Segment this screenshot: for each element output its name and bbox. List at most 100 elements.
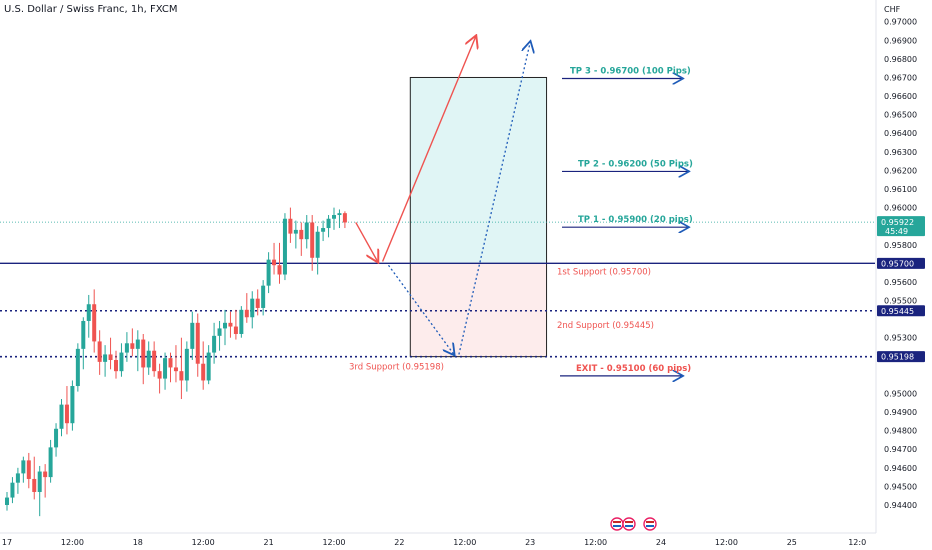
target-label: TP 3 - 0.96700 (100 Pips) bbox=[570, 66, 691, 76]
price-tick-label: 0.94900 bbox=[884, 408, 917, 417]
price-tick-label: 0.94800 bbox=[884, 427, 917, 436]
candle-body bbox=[119, 352, 124, 372]
current-price-badge bbox=[877, 216, 925, 237]
time-tick-label: 12:00 bbox=[715, 538, 738, 547]
flag-stripe bbox=[613, 525, 621, 527]
candle-body bbox=[190, 322, 195, 349]
candle-body bbox=[266, 259, 271, 286]
price-tick-label: 0.94400 bbox=[884, 501, 917, 510]
time-tick-label: 25 bbox=[787, 538, 797, 547]
level-price-badge bbox=[877, 305, 925, 317]
current-price-label: 0.95922 bbox=[881, 218, 914, 227]
candle-body bbox=[141, 339, 146, 368]
candle-body bbox=[59, 404, 64, 429]
candle-body bbox=[130, 343, 135, 349]
candle-body bbox=[321, 228, 326, 232]
candle-body bbox=[92, 304, 97, 342]
candle-body bbox=[97, 341, 102, 362]
time-tick-label: 12:00 bbox=[453, 538, 476, 547]
time-tick-label: 24 bbox=[656, 538, 666, 547]
level-price-label: 0.95445 bbox=[881, 307, 914, 316]
target-label: TP 1 - 0.95900 (20 pips) bbox=[578, 215, 693, 225]
level-price-badge bbox=[877, 257, 925, 269]
candle-body bbox=[299, 229, 304, 240]
candle-body bbox=[282, 218, 287, 275]
flag-stripe bbox=[613, 521, 621, 523]
currency-label: CHF bbox=[884, 5, 901, 14]
price-tick-label: 0.94700 bbox=[884, 445, 917, 454]
level-price-label: 0.95198 bbox=[881, 353, 914, 362]
candle-body bbox=[15, 473, 20, 483]
chart-title: U.S. Dollar / Swiss Franc, 1h, FXCM bbox=[4, 4, 178, 15]
candle-body bbox=[326, 218, 331, 229]
candle-body bbox=[157, 371, 162, 379]
candle-body bbox=[10, 482, 15, 498]
price-tick-label: 0.95600 bbox=[884, 278, 917, 287]
price-tick-label: 0.94500 bbox=[884, 482, 917, 491]
price-tick-label: 0.94600 bbox=[884, 464, 917, 473]
alt-projection-arrow-up bbox=[458, 42, 530, 355]
candle-body bbox=[146, 350, 151, 368]
candle-body bbox=[103, 354, 108, 362]
flag-stripe bbox=[625, 525, 633, 527]
support-1-text: 1st Support (0.95700) bbox=[557, 267, 651, 277]
time-tick-label: 12:00 bbox=[322, 538, 345, 547]
projection-arrow-down bbox=[355, 222, 378, 261]
support-2-text: 2nd Support (0.95445) bbox=[557, 321, 654, 331]
candle-body bbox=[261, 285, 266, 308]
candle-body bbox=[152, 350, 157, 372]
candle-body bbox=[244, 309, 249, 318]
candle-body bbox=[228, 322, 233, 327]
candle-body bbox=[124, 343, 129, 353]
candle-body bbox=[272, 259, 277, 266]
us-flag-icon bbox=[610, 517, 624, 531]
time-tick-label: 12:00 bbox=[192, 538, 215, 547]
countdown-label: 45:49 bbox=[885, 227, 908, 236]
candle-body bbox=[135, 339, 140, 349]
candle-body bbox=[212, 335, 217, 353]
price-tick-label: 0.96200 bbox=[884, 166, 917, 175]
candle-body bbox=[310, 222, 315, 258]
time-tick-label: 18 bbox=[133, 538, 143, 547]
price-tick-label: 0.96700 bbox=[884, 73, 917, 82]
price-tick-label: 0.95800 bbox=[884, 241, 917, 250]
candle-body bbox=[293, 229, 298, 234]
profit-zone bbox=[410, 77, 547, 264]
price-tick-label: 0.97000 bbox=[884, 18, 917, 27]
target-label: TP 2 - 0.96200 (50 Pips) bbox=[578, 159, 693, 169]
level-price-badge bbox=[877, 351, 925, 363]
candle-body bbox=[206, 352, 211, 381]
time-tick-label: 23 bbox=[525, 538, 535, 547]
candle-body bbox=[168, 358, 173, 368]
candle-body bbox=[64, 404, 69, 424]
candle-body bbox=[48, 447, 53, 478]
time-tick-label: 21 bbox=[264, 538, 274, 547]
us-flag-icon bbox=[643, 517, 657, 531]
support-3-text: 3rd Support (0.95198) bbox=[349, 363, 444, 373]
candle-body bbox=[37, 471, 42, 492]
flag-stripe bbox=[625, 521, 633, 523]
price-tick-label: 0.95000 bbox=[884, 389, 917, 398]
flag-stripe bbox=[646, 525, 654, 527]
candle-body bbox=[195, 322, 200, 364]
time-tick-label: 22 bbox=[394, 538, 404, 547]
candle-body bbox=[81, 320, 86, 349]
candle-body bbox=[239, 309, 244, 334]
candle-body bbox=[54, 428, 59, 448]
time-tick-label: 12:00 bbox=[61, 538, 84, 547]
position-box-border bbox=[409, 76, 548, 358]
candle-body bbox=[250, 298, 255, 318]
flag-stripe bbox=[646, 521, 654, 523]
candle-body bbox=[163, 358, 168, 379]
candle-body bbox=[173, 367, 178, 372]
level-price-label: 0.95700 bbox=[881, 259, 914, 268]
candle-body bbox=[332, 215, 336, 219]
candle-body bbox=[70, 386, 75, 424]
price-tick-label: 0.95300 bbox=[884, 334, 917, 343]
candle-body bbox=[277, 265, 282, 275]
candle-body bbox=[108, 354, 113, 361]
price-tick-label: 0.96800 bbox=[884, 55, 917, 64]
candle-body bbox=[223, 322, 227, 329]
